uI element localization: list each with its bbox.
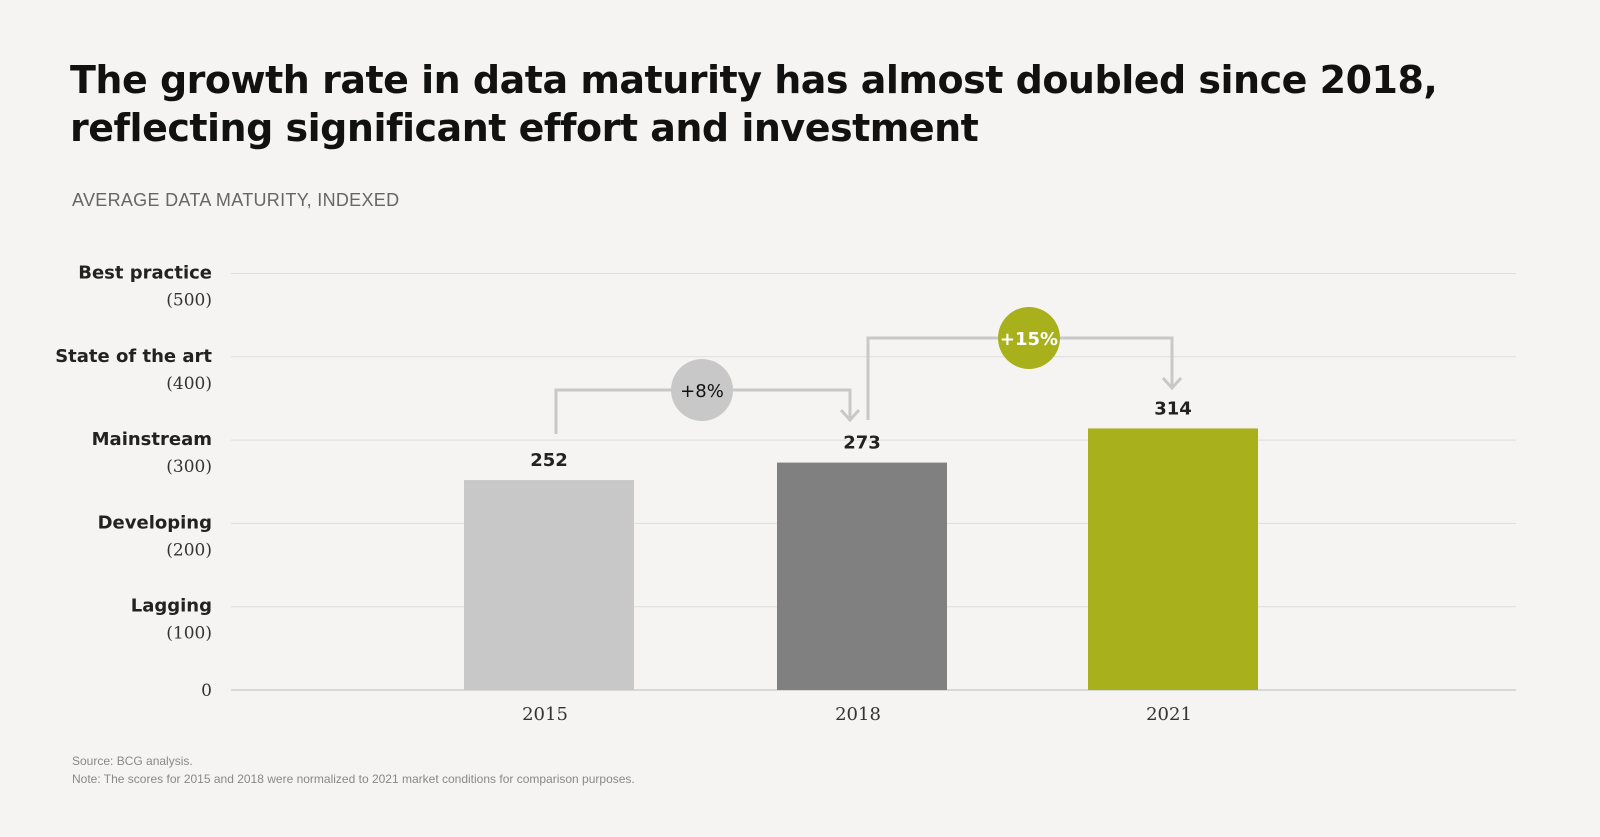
y-tick-name: Developing xyxy=(98,512,212,533)
chart-notes: Source: BCG analysis. Note: The scores f… xyxy=(72,752,635,788)
arrow-head-icon xyxy=(839,408,861,423)
arrow-head-icon xyxy=(1161,376,1183,391)
x-tick-label: 2015 xyxy=(522,704,568,725)
data-label: 314 xyxy=(1154,398,1192,419)
data-label: 252 xyxy=(530,450,568,471)
chart-subtitle: AVERAGE DATA MATURITY, INDEXED xyxy=(72,190,400,210)
y-tick-name: Best practice xyxy=(78,263,212,284)
growth-badge xyxy=(998,307,1060,369)
source-note: Source: BCG analysis. xyxy=(72,754,193,768)
y-tick-label: (500) xyxy=(166,291,212,311)
y-tick-label: (400) xyxy=(166,374,212,394)
bar xyxy=(464,480,634,690)
chart-title: The growth rate in data maturity has alm… xyxy=(70,58,1438,150)
bar xyxy=(777,462,947,690)
y-tick-name: State of the art xyxy=(55,346,212,367)
y-tick-label: 0 xyxy=(201,681,212,701)
y-tick-name: Mainstream xyxy=(92,429,212,450)
y-tick-label: (100) xyxy=(166,624,212,644)
growth-badge xyxy=(671,359,733,421)
y-tick-label: (300) xyxy=(166,457,212,477)
y-tick-name: Lagging xyxy=(131,596,212,617)
footnote: Note: The scores for 2015 and 2018 were … xyxy=(72,772,635,786)
growth-label: +8% xyxy=(680,381,724,402)
y-tick-label: (200) xyxy=(166,540,212,560)
growth-label: +15% xyxy=(1000,329,1058,350)
bar xyxy=(1088,428,1258,690)
data-label: 273 xyxy=(843,433,881,454)
x-tick-label: 2018 xyxy=(835,704,881,725)
x-tick-label: 2021 xyxy=(1146,704,1192,725)
